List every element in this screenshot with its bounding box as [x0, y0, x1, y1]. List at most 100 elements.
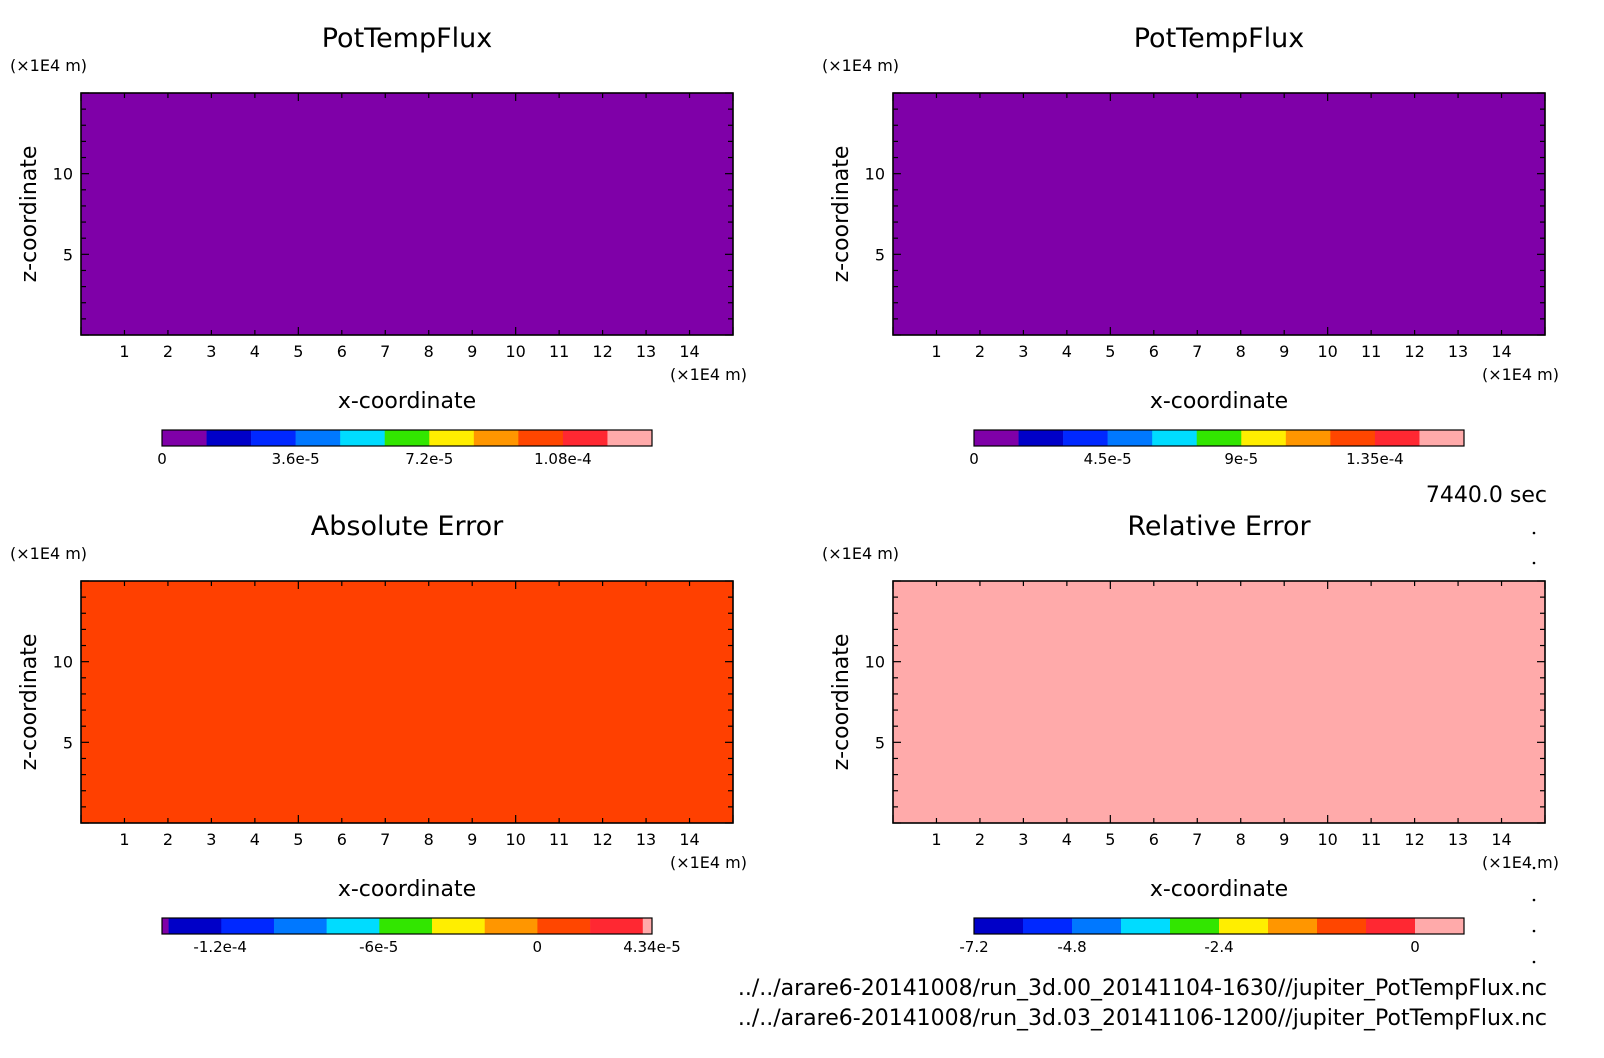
- colorbar-frame: [973, 429, 1465, 447]
- x-tick-label: 6: [1149, 342, 1159, 361]
- x-tick-label: 5: [293, 830, 303, 849]
- colorbar-swatch: [974, 918, 1024, 934]
- colorbar-tick-label: 9e-5: [1224, 450, 1258, 468]
- colorbar-swatch: [607, 430, 653, 446]
- colorbar-swatch: [1241, 430, 1287, 446]
- colorbar-swatch: [1285, 430, 1331, 446]
- x-axis-unit: (×1E4 m): [1482, 365, 1559, 384]
- colorbar-tick-label: 0: [1410, 938, 1420, 956]
- colorbar-tick-label: -4.8: [1057, 938, 1086, 956]
- x-tick-label: 2: [975, 342, 985, 361]
- x-tick-label: 9: [1279, 342, 1289, 361]
- x-tick-label: 3: [1018, 830, 1028, 849]
- x-tick-label: 2: [975, 830, 985, 849]
- tick-marks: [892, 92, 1546, 336]
- colorbar-swatch: [162, 430, 207, 446]
- heatmap-field: [81, 581, 733, 823]
- x-tick-label: 13: [636, 342, 656, 361]
- colorbar-tick-label: 3.6e-5: [272, 450, 320, 468]
- x-tick-label: 6: [337, 342, 347, 361]
- x-tick-label: 2: [163, 830, 173, 849]
- colorbar-tick-label: -6e-5: [359, 938, 398, 956]
- x-axis-label: x-coordinate: [1150, 389, 1288, 414]
- x-tick-label: 4: [250, 830, 260, 849]
- colorbar-swatch: [1219, 918, 1269, 934]
- colorbar-frame: [161, 917, 653, 935]
- x-tick-label: 9: [467, 342, 477, 361]
- x-tick-label: 7: [1192, 830, 1202, 849]
- colorbar-swatch: [473, 430, 519, 446]
- colorbar-swatch: [1196, 430, 1242, 446]
- x-tick-label: 5: [1105, 342, 1115, 361]
- chart-title: Relative Error: [1127, 511, 1311, 542]
- y-axis-label: z-coordinate: [17, 634, 42, 771]
- colorbar-tick-label: -1.2e-4: [193, 938, 246, 956]
- plot-frame: [892, 580, 1546, 824]
- x-tick-label: 13: [1448, 342, 1468, 361]
- time-label: 7440.0 sec: [1426, 483, 1547, 508]
- colorbar-swatch: [251, 430, 296, 446]
- plot-frame: [80, 92, 734, 336]
- x-tick-label: 8: [424, 342, 434, 361]
- colorbar-swatch: [1152, 430, 1198, 446]
- x-tick-label: 13: [1448, 830, 1468, 849]
- x-tick-label: 7: [380, 830, 390, 849]
- colorbar-swatch: [1366, 918, 1416, 934]
- colorbar: 0 4.5e-5 9e-5 1.35e-4: [969, 429, 1465, 468]
- file-path-2: ../../arare6-20141008/run_3d.03_20141106…: [738, 1006, 1547, 1031]
- colorbar-swatch: [1317, 918, 1367, 934]
- y-axis-label: z-coordinate: [17, 146, 42, 283]
- x-tick-label: 10: [505, 830, 525, 849]
- colorbar-swatch: [432, 918, 486, 934]
- colorbar-tick-label: 0: [533, 938, 543, 956]
- colorbar-swatch: [1018, 430, 1064, 446]
- x-tick-label: 7: [1192, 342, 1202, 361]
- heatmap-field: [81, 93, 733, 335]
- colorbar-swatch: [1023, 918, 1073, 934]
- colorbar-swatch: [379, 918, 433, 934]
- colorbar: 0 3.6e-5 7.2e-5 1.08e-4: [157, 429, 653, 468]
- colorbar-swatch: [1330, 430, 1376, 446]
- x-tick-label: 9: [467, 830, 477, 849]
- heatmap-field: [893, 93, 1545, 335]
- colorbar-swatch: [974, 430, 1019, 446]
- y-axis-label: z-coordinate: [829, 146, 854, 283]
- y-axis-unit: (×1E4 m): [10, 544, 87, 563]
- x-tick-label: 1: [119, 830, 129, 849]
- x-tick-label: 4: [250, 342, 260, 361]
- colorbar-tick-label: 1.08e-4: [534, 450, 592, 468]
- x-tick-label: 12: [592, 342, 612, 361]
- x-tick-label: 11: [1361, 342, 1381, 361]
- chart-title: Absolute Error: [311, 511, 504, 542]
- margin-dots: [1532, 531, 1536, 964]
- colorbar-tick-label: 4.34e-5: [623, 938, 681, 956]
- colorbar-swatch: [326, 918, 380, 934]
- y-tick-label: 10: [53, 165, 73, 184]
- x-tick-label: 7: [380, 342, 390, 361]
- x-tick-label: 1: [931, 342, 941, 361]
- x-tick-label: 1: [119, 342, 129, 361]
- colorbar-swatch: [1415, 918, 1465, 934]
- x-axis-unit: (×1E4 m): [670, 853, 747, 872]
- colorbar-swatch: [1170, 918, 1220, 934]
- colorbar-tick-label: 0: [157, 450, 167, 468]
- colorbar-swatch: [162, 918, 169, 934]
- y-axis-unit: (×1E4 m): [10, 56, 87, 75]
- colorbar-tick-label: 0: [969, 450, 979, 468]
- colorbar: -7.2 -4.8 -2.4 0: [959, 917, 1465, 956]
- colorbar-swatch: [562, 430, 608, 446]
- x-tick-label: 8: [1236, 830, 1246, 849]
- x-tick-label: 6: [1149, 830, 1159, 849]
- y-tick-label: 5: [63, 245, 73, 264]
- x-tick-label: 14: [679, 830, 699, 849]
- y-tick-label: 10: [865, 653, 885, 672]
- x-tick-label: 4: [1062, 830, 1072, 849]
- x-axis-unit: (×1E4 m): [1482, 853, 1559, 872]
- x-tick-label: 2: [163, 342, 173, 361]
- x-tick-label: 12: [1404, 342, 1424, 361]
- colorbar-swatch: [1121, 918, 1171, 934]
- colorbar-tick-label: -2.4: [1204, 938, 1233, 956]
- colorbar-tick-label: 1.35e-4: [1346, 450, 1404, 468]
- y-axis-unit: (×1E4 m): [822, 544, 899, 563]
